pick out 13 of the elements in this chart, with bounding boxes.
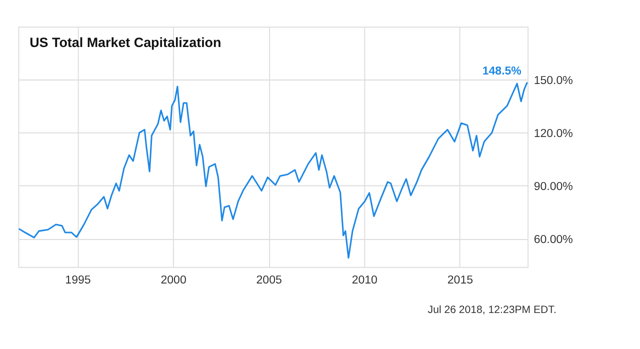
- y-tick-label: 60.00%: [534, 234, 573, 246]
- x-tick-label: 2015: [447, 274, 474, 287]
- data-label: 148.5%: [482, 66, 522, 78]
- y-tick-label: 90.00%: [534, 180, 573, 193]
- text: Jul 26 2018, 12:23PM EDT.: [428, 304, 556, 316]
- x-tick-label: 1995: [65, 274, 91, 287]
- x-tick-label: 2005: [256, 274, 282, 287]
- text: US Total Market Capitalization: [30, 34, 222, 50]
- line-series: [18, 82, 528, 259]
- y-tick-label: 150.0%: [534, 74, 573, 87]
- x-tick-label: 2000: [160, 274, 186, 287]
- y-tick-label: 120.0%: [534, 128, 573, 140]
- x-tick-label: 2010: [352, 274, 378, 287]
